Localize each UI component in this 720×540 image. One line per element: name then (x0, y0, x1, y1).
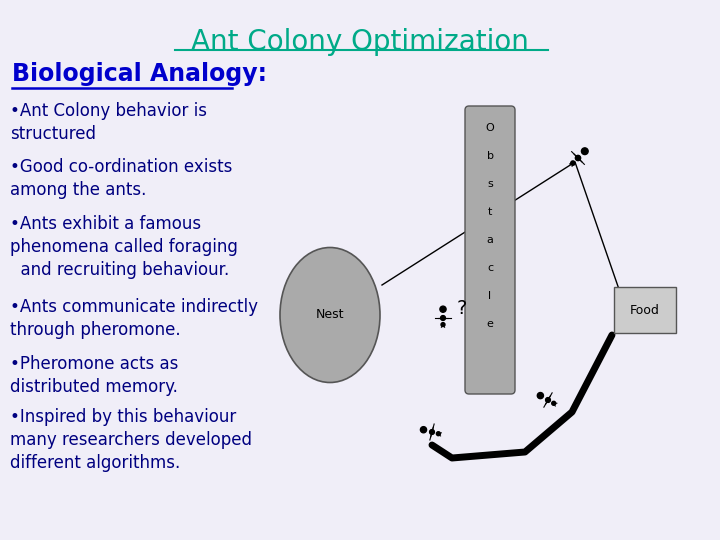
Text: Ant Colony Optimization: Ant Colony Optimization (191, 28, 529, 56)
Text: •Pheromone acts as
distributed memory.: •Pheromone acts as distributed memory. (10, 355, 179, 396)
Text: s: s (487, 179, 493, 189)
Circle shape (436, 431, 441, 436)
Text: •Ants exhibit a famous
phenomena called foraging
  and recruiting behaviour.: •Ants exhibit a famous phenomena called … (10, 215, 238, 279)
Circle shape (546, 397, 550, 402)
Text: O: O (485, 123, 495, 133)
Text: l: l (488, 291, 492, 301)
Text: t: t (488, 207, 492, 217)
Circle shape (441, 322, 445, 327)
FancyBboxPatch shape (465, 106, 515, 394)
Text: ?: ? (456, 299, 467, 318)
Circle shape (552, 401, 556, 406)
Text: c: c (487, 263, 493, 273)
Circle shape (537, 393, 544, 399)
Text: Biological Analogy:: Biological Analogy: (12, 62, 267, 86)
Text: •Ant Colony behavior is
structured: •Ant Colony behavior is structured (10, 102, 207, 143)
Circle shape (420, 427, 426, 433)
Text: •Inspired by this behaviour
many researchers developed
different algorithms.: •Inspired by this behaviour many researc… (10, 408, 252, 472)
Text: Food: Food (630, 303, 660, 316)
Text: Nest: Nest (316, 308, 344, 321)
Circle shape (430, 430, 434, 434)
Text: e: e (487, 319, 493, 329)
Circle shape (441, 315, 446, 320)
Circle shape (440, 306, 446, 312)
Circle shape (575, 156, 580, 160)
Text: a: a (487, 235, 493, 245)
Circle shape (571, 161, 575, 165)
Text: •Good co-ordination exists
among the ants.: •Good co-ordination exists among the ant… (10, 158, 233, 199)
Ellipse shape (280, 247, 380, 382)
Circle shape (582, 148, 588, 154)
FancyBboxPatch shape (614, 287, 676, 333)
Text: b: b (487, 151, 493, 161)
Text: •Ants communicate indirectly
through pheromone.: •Ants communicate indirectly through phe… (10, 298, 258, 339)
